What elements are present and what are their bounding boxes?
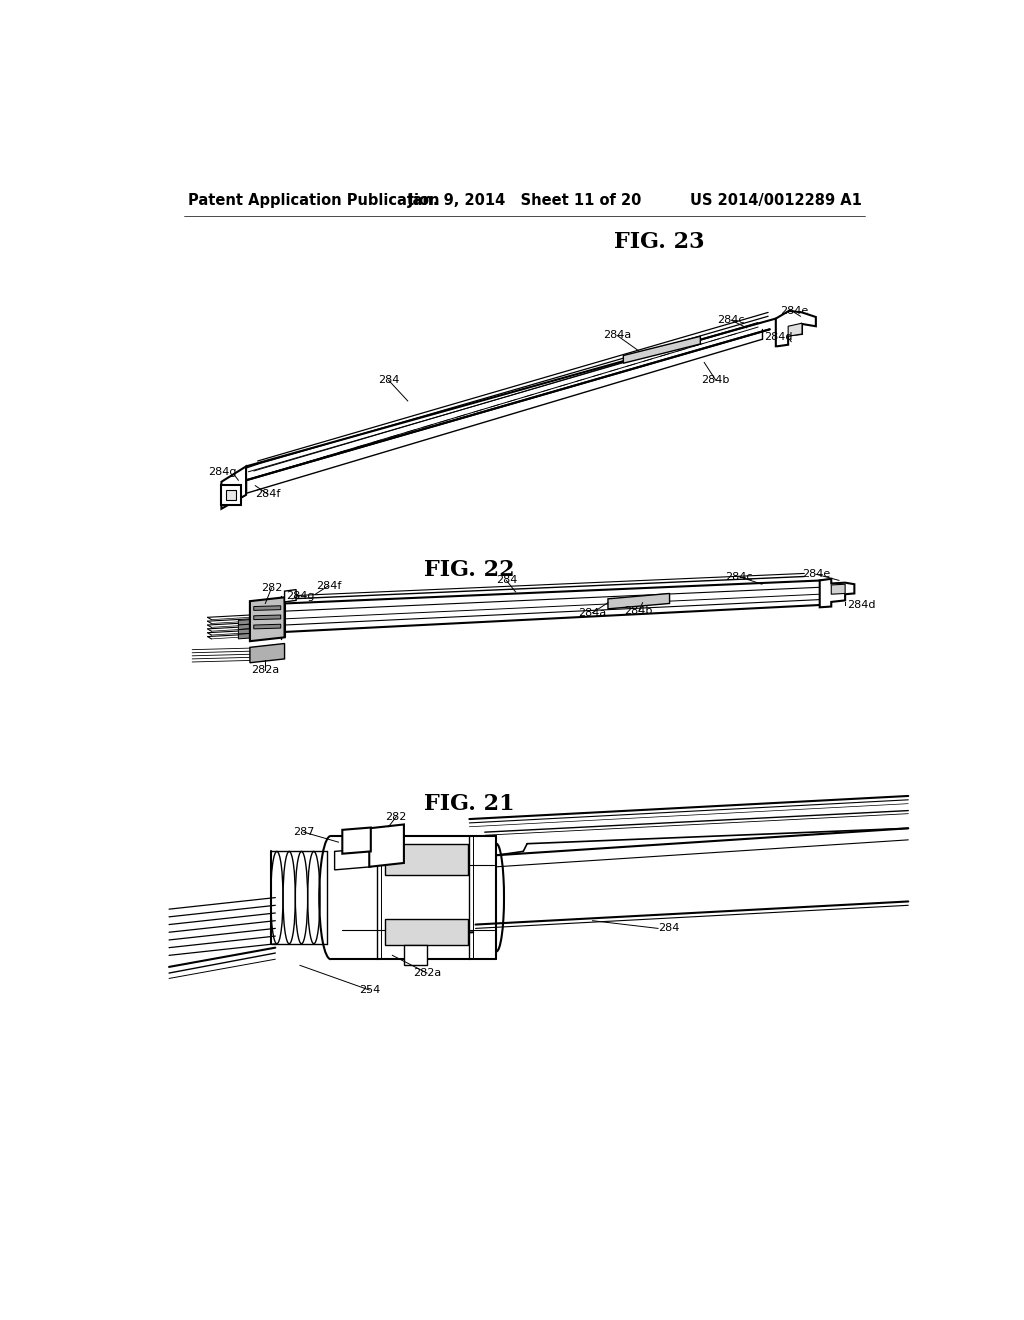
Polygon shape [819,579,854,607]
Text: Jan. 9, 2014   Sheet 11 of 20: Jan. 9, 2014 Sheet 11 of 20 [408,193,642,209]
Polygon shape [254,615,281,619]
Polygon shape [385,843,468,875]
Text: 284d: 284d [764,333,793,342]
Text: FIG. 21: FIG. 21 [424,793,515,814]
Polygon shape [608,594,670,609]
Polygon shape [226,490,237,499]
Polygon shape [221,484,241,506]
Polygon shape [254,624,281,628]
Text: 284f: 284f [315,581,341,591]
Polygon shape [239,622,281,630]
Polygon shape [831,585,845,594]
Text: US 2014/0012289 A1: US 2014/0012289 A1 [690,193,862,209]
Text: 282a: 282a [251,665,280,676]
Text: 287: 287 [293,828,314,837]
Text: FIG. 22: FIG. 22 [424,560,515,581]
Text: 282: 282 [385,812,407,822]
Text: 254: 254 [358,985,380,995]
Text: 284g: 284g [208,467,237,477]
Text: FIG. 23: FIG. 23 [613,231,705,252]
Polygon shape [239,618,281,626]
Polygon shape [776,312,816,346]
Polygon shape [788,323,802,337]
Polygon shape [370,825,403,867]
Text: 284b: 284b [701,375,730,385]
Text: 284g: 284g [286,591,314,601]
Polygon shape [285,590,296,602]
Polygon shape [403,945,427,965]
Text: 284d: 284d [847,601,876,610]
Text: 284: 284 [378,375,399,385]
Text: 282a: 282a [413,968,441,978]
Text: 284f: 284f [255,490,281,499]
Text: 284e: 284e [802,569,830,579]
Polygon shape [335,849,371,870]
Text: 284c: 284c [725,572,753,582]
Text: 282: 282 [261,583,283,593]
Polygon shape [342,828,371,854]
Polygon shape [250,644,285,663]
Text: 284c: 284c [718,315,744,325]
Text: 284e: 284e [780,306,808,315]
Polygon shape [385,919,468,945]
Polygon shape [624,337,700,363]
Polygon shape [254,606,281,610]
Text: Patent Application Publication: Patent Application Publication [188,193,440,209]
Text: 284: 284 [496,576,517,585]
Polygon shape [221,466,246,508]
Text: 284a: 284a [603,330,632,341]
Polygon shape [239,631,281,639]
Text: 284a: 284a [579,607,606,618]
Text: 284: 284 [658,924,679,933]
Text: 284b: 284b [625,606,653,616]
Polygon shape [239,627,281,635]
Polygon shape [250,598,285,642]
